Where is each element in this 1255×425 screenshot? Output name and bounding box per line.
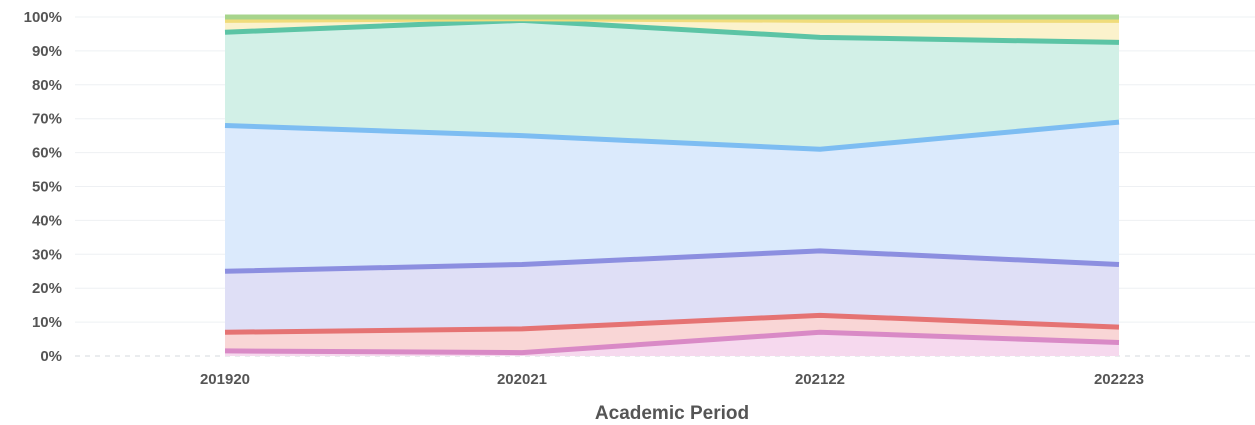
x-tick-label: 201920 [200,371,250,388]
y-tick-label: 20% [32,280,62,297]
series-line-3 [224,248,1120,274]
y-tick-label: 30% [32,246,62,263]
series-line-5 [224,17,1120,45]
series-area-3 [225,250,1119,333]
series-line-6 [224,16,1119,23]
y-tick-label: 90% [32,43,62,60]
y-tick-label: 10% [32,314,62,331]
series-area-4 [225,122,1119,272]
y-tick-label: 0% [40,348,62,365]
x-tick-label: 202122 [795,371,845,388]
y-tick-label: 40% [32,212,62,229]
x-tick-label: 202021 [497,371,547,388]
y-tick-label: 50% [32,179,62,196]
y-tick-label: 100% [24,9,62,26]
y-axis-ticks: 0% 10% 20% 30% 40% 50% 60% 70% 80% 90% 100% [24,9,62,365]
y-tick-label: 80% [32,77,62,94]
series-line-4 [224,119,1120,152]
series-area-5 [225,20,1119,150]
x-tick-label: 202223 [1094,371,1144,388]
y-tick-label: 60% [32,145,62,162]
series-lines [224,14,1120,356]
series-line-2 [224,312,1120,335]
x-axis-ticks: 201920 202021 202122 202223 [200,371,1144,388]
y-tick-label: 70% [32,111,62,128]
series-areas [225,17,1119,356]
x-axis-title: Academic Period [595,403,749,424]
series-area-2 [225,315,1119,353]
series-line-1 [224,329,1120,356]
